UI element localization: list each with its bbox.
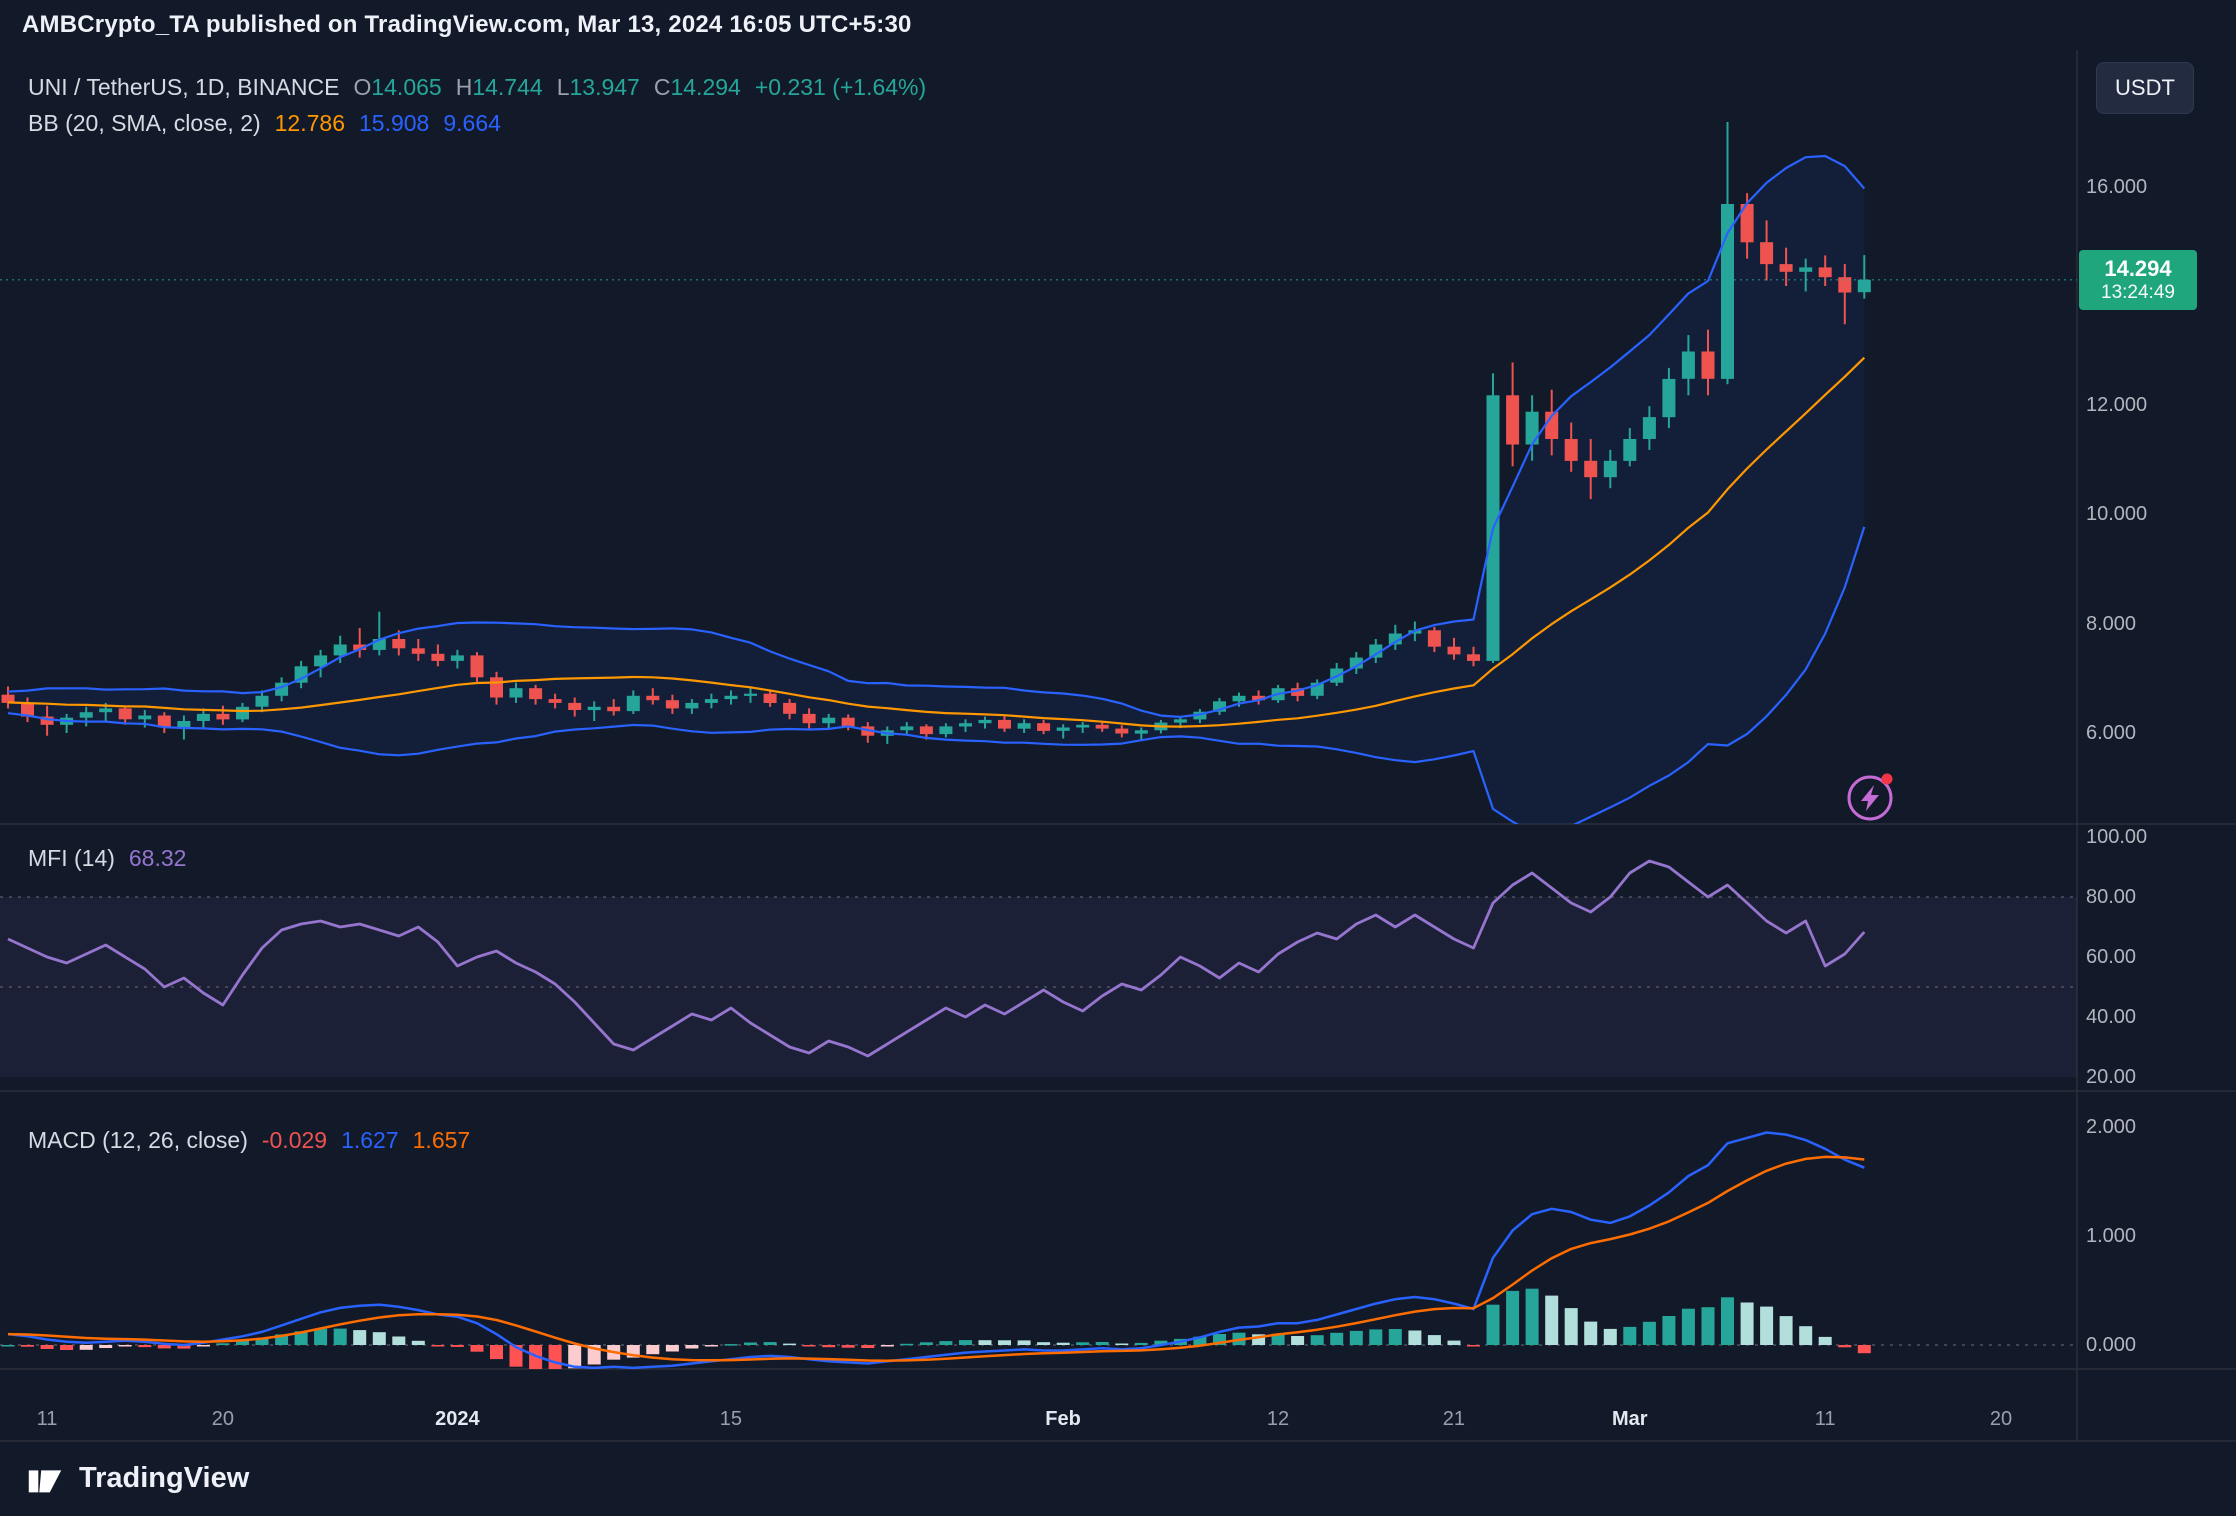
mfi-pane[interactable] [0,859,2077,1077]
ohlc-open: O 14.065 [353,74,442,100]
time-axis-label: 12 [1266,1408,1290,1430]
mfi-scale-label: 80.00 [2086,886,2137,908]
ohlc-high: H 14.744 [455,74,543,100]
time-axis-label: 2024 [435,1408,480,1430]
mfi-scale-label: 60.00 [2086,946,2137,968]
pane-separators [0,50,2236,1442]
price-scale-label: 16.000 [2086,175,2148,198]
macd-signal-value: 1.657 [412,1127,471,1153]
mfi-legend-row: MFI (14) 68.32 [28,845,186,872]
time-axis-label: 20 [1989,1408,2013,1430]
tradingview-logo[interactable] [24,1458,66,1500]
footer: TradingView [24,1441,249,1516]
time-axis-label: Mar [1611,1408,1648,1430]
price-scale-label: 12.000 [2086,394,2148,417]
boost-icon[interactable] [1840,764,1904,828]
last-price-badge: 14.294 13:24:49 [2079,249,2197,310]
macd-scale-label: 1.000 [2086,1225,2137,1247]
macd-scale-label: 0.000 [2086,1334,2137,1356]
mfi-indicator-title: MFI (14) [28,845,115,871]
bb-legend-row: BB (20, SMA, close, 2) 12.786 15.908 9.6… [28,110,501,137]
main-legend-row: UNI / TetherUS, 1D, BINANCE O 14.065 H 14.… [28,74,926,101]
macd-histogram-value: -0.029 [261,1127,328,1153]
bb-basis-value: 12.786 [274,110,345,136]
time-axis-label: 21 [1442,1408,1465,1430]
bb-indicator-title: BB (20, SMA, close, 2) [28,110,261,136]
ohlc-close: C 14.294 [653,74,741,100]
last-price: 14.294 [2104,255,2172,281]
currency-toggle-button[interactable]: USDT [2096,62,2194,114]
macd-scale-label: 2.000 [2086,1116,2137,1138]
notification-dot [1881,773,1893,785]
publish-attribution: AMBCrypto_TA published on TradingView.co… [22,11,912,38]
lightning-icon [1861,785,1879,811]
macd-legend-row: MACD (12, 26, close) -0.029 1.627 1.657 [28,1127,470,1154]
time-axis-label: 15 [719,1408,743,1430]
price-change: +0.231 (+1.64%) [754,74,927,100]
price-scale-label: 10.000 [2086,503,2148,526]
tradingview-brand[interactable]: TradingView [79,1462,250,1494]
ohlc-low: L 13.947 [556,74,640,100]
price-scale-label: 8.000 [2086,612,2137,635]
time-axis-label: 11 [1814,1408,1836,1430]
mfi-scale-label: 100.00 [2086,826,2148,848]
macd-indicator-title: MACD (12, 26, close) [28,1127,248,1153]
macd-pane[interactable] [0,1131,2077,1370]
bar-countdown: 13:24:49 [2101,281,2175,303]
main-price-pane[interactable] [0,122,2077,832]
mfi-scale-label: 20.00 [2086,1066,2137,1088]
header: AMBCrypto_TA published on TradingView.co… [0,0,2236,50]
mfi-value: 68.32 [128,845,187,871]
macd-line-value: 1.627 [341,1127,399,1153]
symbol-title: UNI / TetherUS, 1D, BINANCE [28,74,340,100]
time-axis-label: 11 [36,1408,58,1430]
bb-upper-value: 15.908 [359,110,430,136]
time-axis-label: Feb [1045,1408,1081,1430]
time-axis-label: 20 [211,1408,234,1430]
price-scale-label: 6.000 [2086,722,2137,744]
mfi-scale-label: 40.00 [2086,1006,2137,1028]
bb-lower-value: 9.664 [443,110,501,136]
